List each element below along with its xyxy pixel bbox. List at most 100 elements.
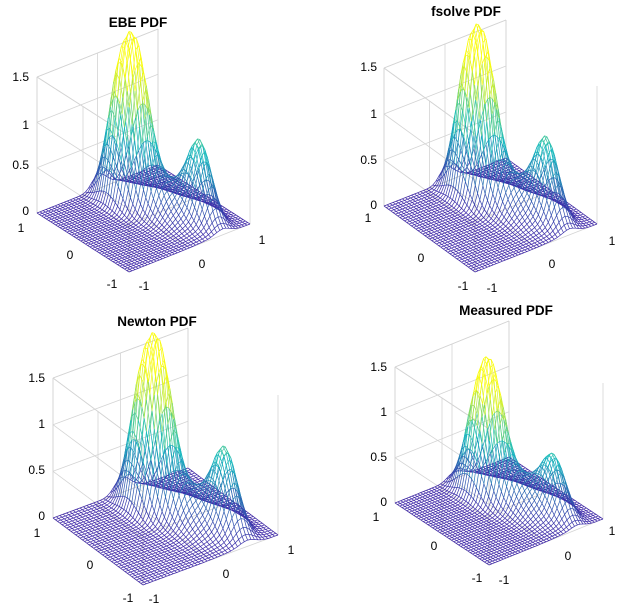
mesh-line [400,218,402,220]
mesh-line [169,202,172,207]
mesh-line [564,225,566,230]
mesh-line [543,224,545,228]
mesh-line [232,218,235,219]
mesh-line [161,244,164,245]
mesh-line [502,254,504,256]
mesh-line [189,212,191,216]
mesh-line [185,203,187,207]
mesh-line [552,237,554,239]
mesh-line [160,247,163,248]
mesh-line [138,227,140,229]
mesh-line [440,198,442,200]
mesh-line [179,199,182,206]
mesh-line [149,226,151,228]
mesh-line [169,174,172,175]
mesh-line [157,188,159,196]
mesh-line [402,202,404,204]
mesh-line [159,249,162,250]
mesh-line [192,232,195,234]
mesh-line [99,242,102,243]
mesh-line [482,246,484,248]
mesh-line [162,221,165,225]
mesh-line [526,244,528,246]
mesh-line [101,202,103,203]
mesh-line [106,237,109,238]
mesh-line [84,239,87,240]
mesh-line [532,224,534,227]
mesh-line [68,207,71,208]
mesh-line [76,227,79,228]
mesh-line [131,253,134,254]
mesh-line [204,222,207,227]
mesh-line [405,221,407,223]
mesh-line [511,240,513,242]
mesh-line [136,266,139,267]
mesh-line [142,242,145,243]
mesh-line [151,238,154,239]
mesh-line [90,227,93,228]
mesh-line [450,244,452,246]
mesh-line [178,238,181,240]
mesh-line [145,232,147,234]
mesh-line [100,230,103,231]
mesh-line [115,213,117,215]
mesh-line [152,217,155,222]
mesh-line [78,232,81,233]
mesh-line [500,249,502,251]
mesh-line [463,215,465,217]
mesh-line [76,199,79,200]
mesh-line [491,224,493,226]
mesh-line [400,207,402,209]
mesh-line [426,223,428,225]
mesh-line [178,223,180,226]
mesh-line [549,208,551,215]
mesh-line [532,230,534,233]
mesh-line [432,189,434,190]
mesh-line [529,208,531,212]
mesh-line [470,261,472,263]
mesh-line [447,214,449,216]
mesh-line [150,233,153,235]
mesh-line [108,229,111,230]
mesh-line [85,233,88,234]
mesh-line [217,230,220,232]
mesh-line [229,212,232,213]
mesh-line [136,223,139,225]
mesh-line [194,213,197,221]
mesh-line [522,248,524,250]
mesh-line [231,214,234,215]
mesh-line [481,242,483,244]
mesh-line [80,224,83,225]
mesh-line [554,222,556,227]
mesh-line [202,181,204,183]
mesh-line [176,219,178,223]
mesh-line [117,225,120,226]
x-tick-label: 0 [199,257,206,271]
mesh-line [486,140,488,144]
mesh-line [468,226,470,228]
mesh-line [146,228,148,230]
mesh-line [122,257,125,258]
mesh-line [472,211,474,214]
mesh-line [471,217,473,219]
mesh-line [158,242,161,243]
mesh-line [502,214,504,217]
mesh-line [100,220,103,221]
mesh-line [130,246,133,247]
mesh-line [137,221,139,223]
mesh-line [481,215,483,218]
mesh-line [57,218,60,219]
mesh-line [174,231,176,233]
mesh-line [502,244,504,246]
surface-plot-ebe: EBE PDF 1.5 1 0.5 0 1 0 -1 -1 0 1 [12,15,265,293]
mesh-line [145,204,148,213]
mesh-line [159,225,162,228]
mesh-line [85,243,88,244]
mesh-line [151,191,153,198]
mesh-line [525,235,527,237]
mesh-line [164,196,166,202]
mesh-line [180,229,183,232]
mesh-line [176,231,179,234]
mesh-line [453,242,455,244]
